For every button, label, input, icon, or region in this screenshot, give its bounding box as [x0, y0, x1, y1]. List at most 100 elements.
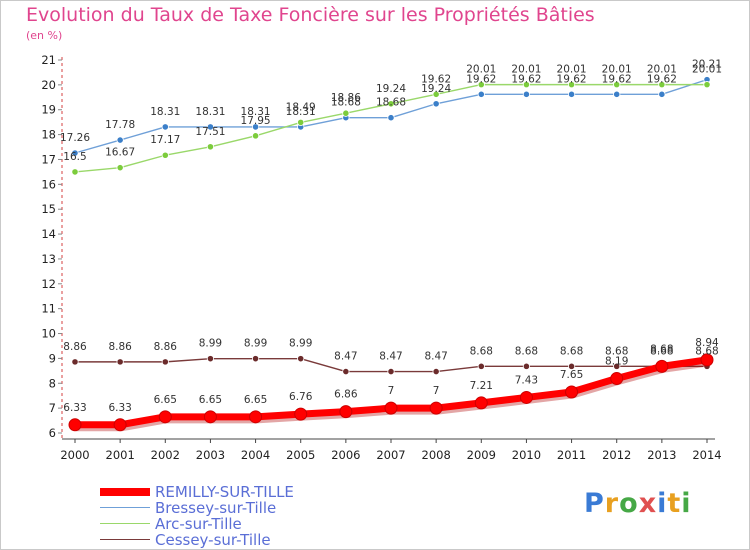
data-label: 19.24 [376, 83, 406, 95]
y-tick-label: 7 [49, 401, 56, 415]
logo-letter: o [619, 488, 639, 519]
data-label: 6.86 [334, 389, 358, 401]
y-tick-label: 21 [41, 53, 56, 67]
data-label: 18.68 [376, 97, 406, 109]
data-point [613, 362, 621, 370]
x-tick-label: 2004 [241, 448, 270, 462]
data-label: 20.01 [557, 64, 587, 76]
data-label: 7.21 [470, 380, 493, 392]
logo-letter: t [667, 488, 682, 519]
data-point [297, 118, 305, 127]
data-label: 6.65 [244, 394, 267, 406]
data-label: 7 [388, 385, 395, 397]
data-label: 8.47 [379, 351, 402, 363]
data-label: 18.31 [241, 106, 271, 118]
logo-letter: i [657, 488, 668, 519]
data-point [655, 359, 669, 373]
data-point [429, 401, 443, 415]
y-tick-label: 12 [41, 277, 56, 291]
data-label: 19.62 [511, 73, 541, 85]
data-point [116, 358, 124, 366]
y-tick-label: 14 [41, 227, 56, 241]
data-point [206, 123, 215, 131]
data-label: 7.65 [560, 369, 583, 381]
data-point [565, 385, 579, 399]
data-point [384, 401, 398, 415]
data-point [658, 90, 666, 98]
data-point [113, 418, 127, 432]
x-tick-label: 2013 [647, 448, 676, 462]
legend-item-remilly: REMILLY-SUR-TILLE [100, 483, 360, 501]
legend-item-cessey: Cessey-sur-Tille [100, 531, 360, 549]
x-tick-label: 2001 [106, 448, 135, 462]
data-label: 8.68 [605, 345, 628, 357]
y-tick-label: 19 [41, 103, 56, 117]
data-point [71, 149, 79, 157]
data-point [71, 358, 79, 366]
data-label: 18.68 [331, 97, 361, 109]
y-tick-label: 17 [41, 152, 56, 166]
data-point [251, 132, 260, 140]
x-tick-label: 2008 [422, 448, 451, 462]
y-tick-label: 15 [41, 202, 56, 216]
y-tick-label: 9 [49, 351, 56, 365]
x-tick-label: 2014 [692, 448, 721, 462]
data-label: 6.65 [154, 394, 177, 406]
data-label: 20.01 [647, 64, 677, 76]
y-tick-label: 11 [41, 302, 56, 316]
legend-swatch-remilly [100, 488, 150, 496]
data-point [522, 90, 531, 98]
data-label: 17.95 [241, 115, 271, 127]
data-point [519, 390, 533, 404]
data-point [477, 90, 485, 98]
data-point [477, 362, 485, 370]
data-label: 8.86 [108, 341, 132, 353]
data-point [477, 81, 485, 89]
data-label: 20.01 [466, 64, 496, 76]
data-point [567, 81, 576, 89]
data-label: 18.31 [286, 106, 316, 118]
legend-label-arc: Arc-sur-Tille [155, 515, 242, 533]
y-unit-label: (en %) [26, 29, 63, 42]
data-point [522, 362, 531, 370]
data-label: 17.78 [105, 119, 135, 131]
data-label: 8.99 [244, 338, 267, 350]
data-point [116, 164, 124, 172]
data-label: 19.24 [421, 83, 451, 95]
data-label: 19.62 [602, 73, 632, 85]
legend-item-arc: Arc-sur-Tille [100, 515, 360, 533]
data-label: 6.65 [199, 394, 222, 406]
y-tick-label: 8 [49, 376, 56, 390]
proxiti-logo: Proxiti [584, 488, 692, 519]
data-label: 8.19 [605, 356, 628, 368]
data-point [116, 136, 124, 144]
x-tick-label: 2003 [196, 448, 225, 462]
y-tick-label: 18 [41, 128, 56, 142]
legend-swatch-bressey [100, 507, 150, 508]
data-point [432, 367, 440, 376]
data-point [161, 123, 169, 131]
y-tick-label: 16 [41, 177, 56, 191]
data-point [339, 405, 353, 419]
data-label: 18.31 [195, 106, 225, 118]
data-point [203, 410, 217, 424]
data-label: 18.31 [150, 106, 180, 118]
data-label: 20.01 [602, 64, 632, 76]
data-point [68, 418, 82, 432]
line-chart: 6 7 8 9 10 11 12 13 14 15 16 17 18 19 20 21 2000 2001 2002… [41, 53, 722, 462]
data-label: 19.62 [557, 73, 587, 85]
data-label: 20.01 [692, 64, 722, 76]
data-label: 17.51 [195, 126, 225, 138]
legend-swatch-cessey [100, 539, 150, 540]
data-label: 8.68 [650, 343, 673, 355]
data-label: 8.68 [650, 345, 673, 357]
data-point [613, 81, 621, 89]
legend-swatch-arc [100, 523, 150, 524]
data-label: 8.47 [424, 351, 447, 363]
data-label: 17.26 [60, 132, 90, 144]
data-label: 8.99 [199, 338, 222, 350]
logo-letter: r [604, 488, 620, 519]
data-label: 8.86 [154, 341, 178, 353]
data-point [432, 100, 440, 108]
y-tick-label: 10 [41, 327, 56, 341]
